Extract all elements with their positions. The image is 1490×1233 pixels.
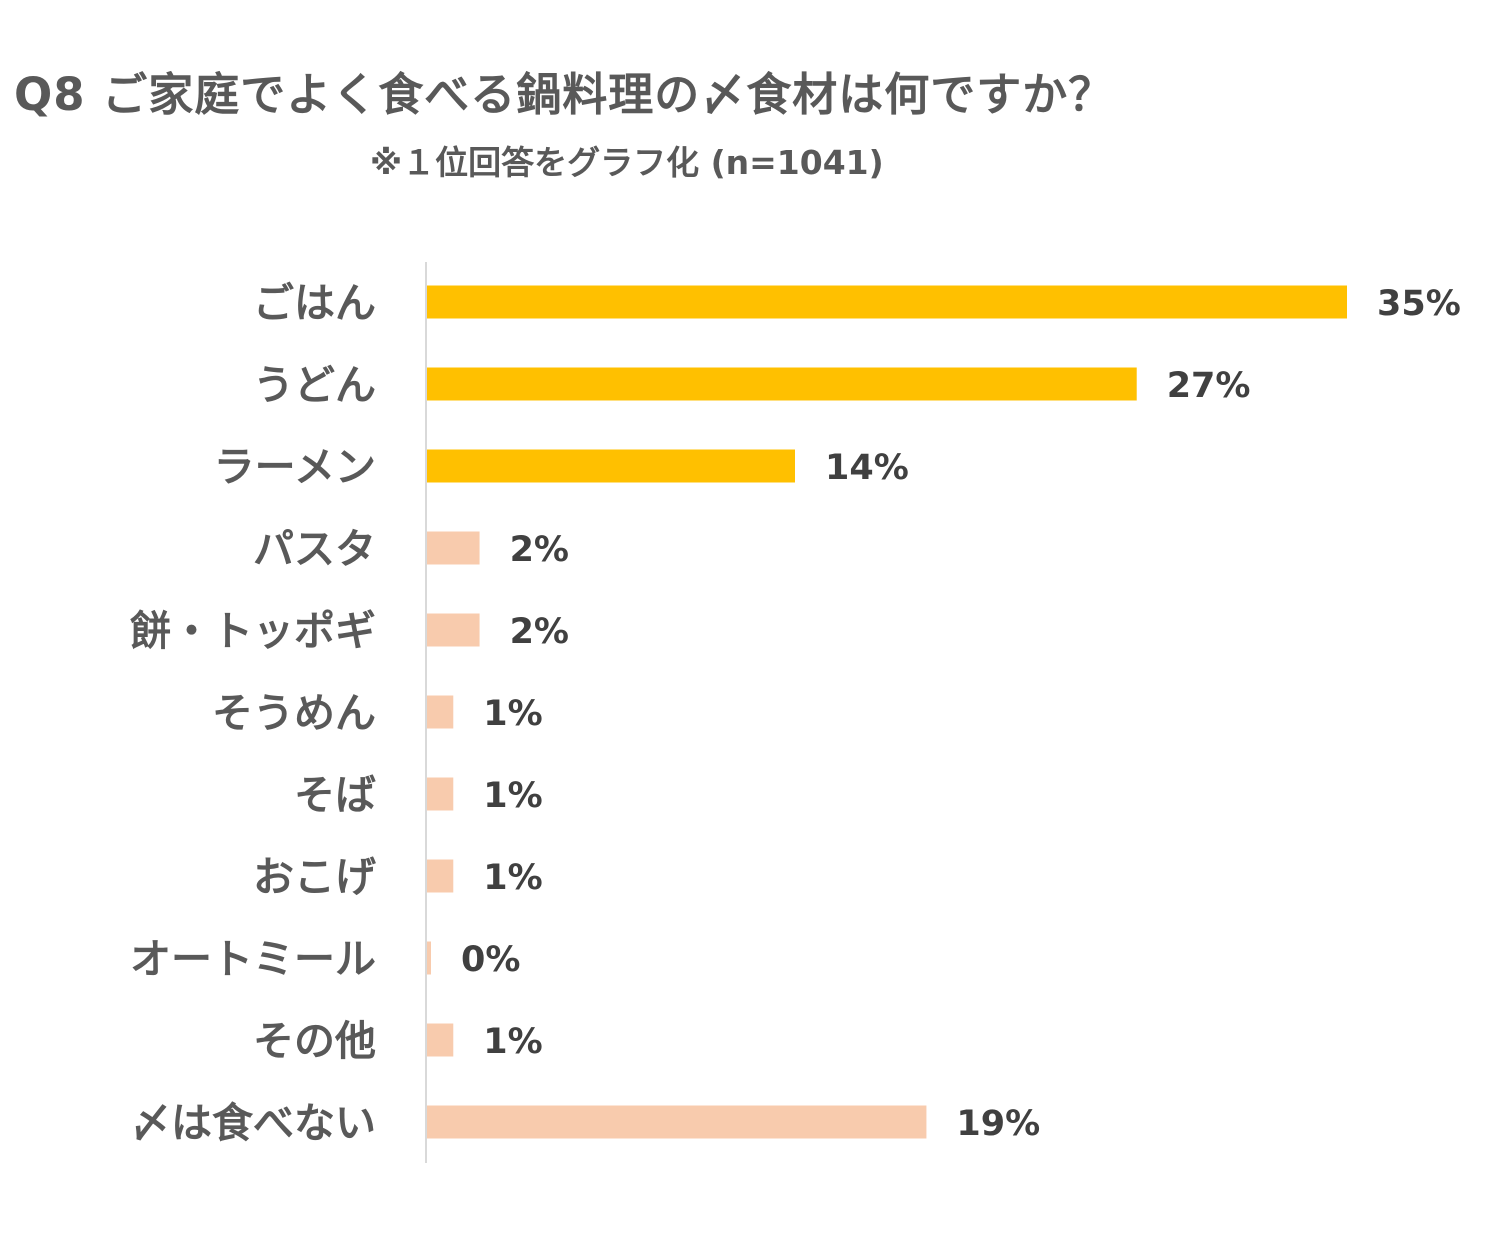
category-label: ラーメン (214, 443, 376, 491)
value-label: 1% (483, 1022, 542, 1062)
value-label: 14% (825, 448, 909, 488)
value-label: 1% (483, 694, 542, 734)
value-label: 35% (1377, 284, 1461, 324)
category-label: パスタ (253, 525, 376, 573)
category-label: そば (294, 771, 376, 819)
bar (427, 613, 480, 647)
chart-subtitle: ※１位回答をグラフ化 (n=1041) (370, 143, 884, 182)
value-label: 1% (483, 776, 542, 816)
value-label: 27% (1167, 366, 1251, 406)
bar (427, 777, 454, 811)
value-label: 1% (483, 858, 542, 898)
bar (427, 367, 1137, 401)
bar (427, 941, 431, 975)
category-label: オートミール (130, 935, 376, 983)
category-label: 餅・トッポギ (130, 607, 376, 655)
bar (427, 695, 454, 729)
category-label: その他 (253, 1017, 376, 1065)
value-label: 2% (510, 612, 569, 652)
category-label: そうめん (212, 689, 376, 737)
bars-group: ごはん 35% うどん 27% ラーメン 14% パスタ 2% 餅・トッポギ 2% そうめん 1% そば… (130, 279, 1461, 1147)
category-label: うどん (253, 361, 376, 409)
category-label: ごはん (253, 279, 376, 327)
value-label: 0% (461, 940, 520, 980)
value-label: 19% (956, 1104, 1040, 1144)
bar (427, 531, 480, 565)
bar (427, 1105, 927, 1139)
category-label: 〆は食べない (130, 1099, 376, 1147)
value-label: 2% (510, 530, 569, 570)
bar (427, 449, 795, 483)
category-label: おこげ (253, 853, 376, 901)
bar (427, 1023, 454, 1057)
bar (427, 285, 1347, 319)
bar (427, 859, 454, 893)
chart-title: Q8 ご家庭でよく食べる鍋料理の〆食材は何ですか？ (14, 68, 1115, 121)
